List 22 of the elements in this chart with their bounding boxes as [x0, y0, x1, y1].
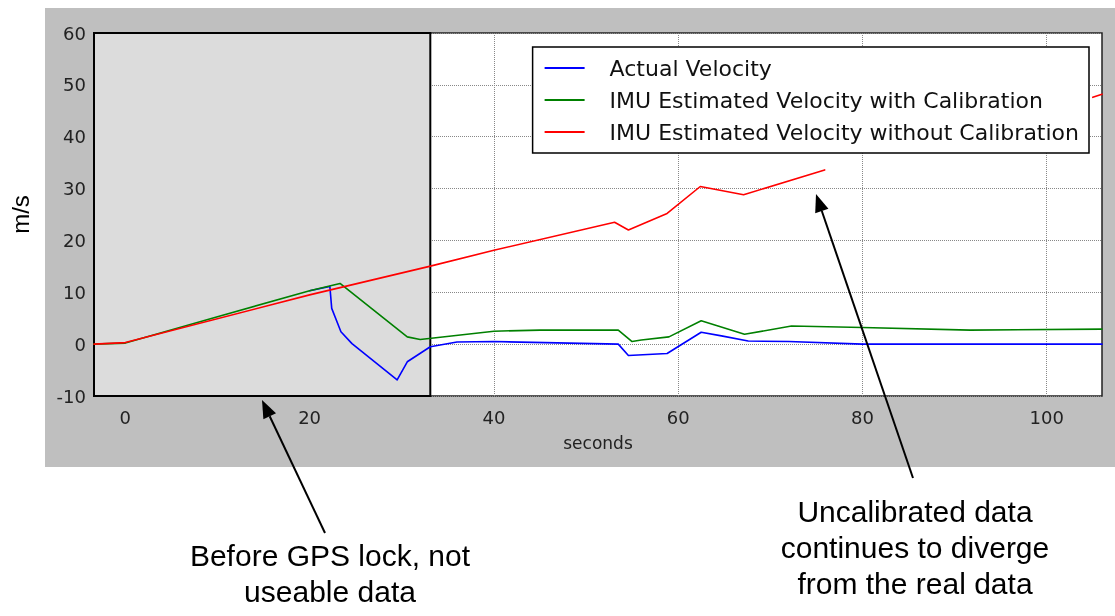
- text: Before GPS lock, not useable data: [188, 538, 472, 610]
- line-series: [93, 282, 1103, 345]
- y-tick-label: 60: [63, 22, 86, 44]
- x-axis-title: seconds: [563, 432, 633, 453]
- x-tick-label: 80: [850, 406, 874, 428]
- y-tick-label: 10: [63, 281, 86, 303]
- y-tick-label: 30: [63, 178, 86, 200]
- y-tick-label: 20: [63, 229, 86, 251]
- y-axis-title: m/s: [6, 195, 34, 234]
- y-tick-label: -10: [56, 385, 86, 407]
- y-tick-label: 50: [63, 74, 86, 96]
- legend-label: IMU Estimated Velocity with Calibration: [609, 87, 1043, 113]
- text: Uncalibrated data continues to diverge from the real data: [779, 494, 1051, 602]
- y-tick-label: 0: [74, 333, 86, 355]
- x-tick-label: 100: [1029, 406, 1064, 428]
- x-tick-label: 0: [119, 406, 132, 428]
- x-tick-label: 60: [666, 406, 690, 428]
- legend-label: Actual Velocity: [609, 55, 772, 81]
- legend-label: IMU Estimated Velocity without Calibration: [609, 119, 1079, 145]
- x-tick-label: 40: [482, 406, 506, 428]
- y-tick-label: 40: [63, 126, 86, 148]
- x-tick-label: 20: [298, 406, 322, 428]
